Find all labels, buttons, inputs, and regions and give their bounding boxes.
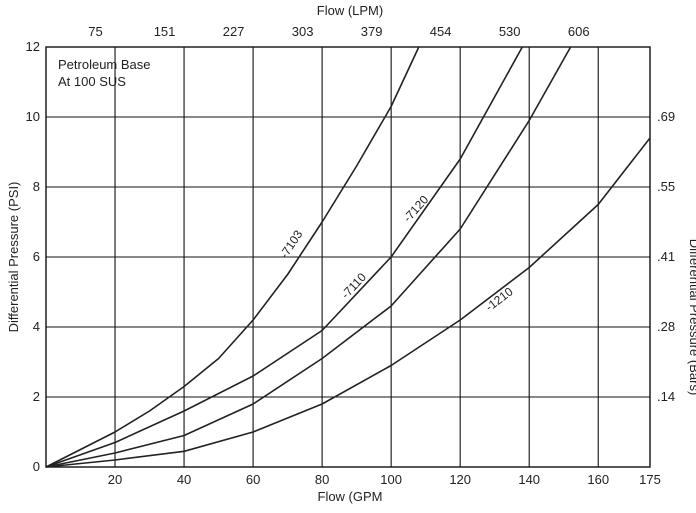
y2-tick-label: .41	[657, 249, 675, 264]
x-tick-label: 120	[449, 472, 471, 487]
y-tick-label: 2	[33, 389, 40, 404]
labels-layer: 20 40 60 80 100 120 140 160 175 0 2 4 6 8 10 12 75 151 227…	[6, 3, 696, 504]
x2-tick-label: 75	[88, 24, 102, 39]
y-tick-label: 6	[33, 249, 40, 264]
x2-axis-title: Flow (LPM)	[317, 3, 383, 18]
series-line	[45, 46, 420, 468]
annotation-line: Petroleum Base	[58, 57, 151, 72]
x-axis-title: Flow (GPM	[318, 489, 383, 504]
series-line	[45, 137, 651, 468]
x-tick-label: 40	[177, 472, 191, 487]
y-tick-label: 12	[26, 39, 40, 54]
x2-tick-label: 227	[223, 24, 245, 39]
series-layer	[45, 46, 651, 468]
x-tick-label: 160	[587, 472, 609, 487]
series-line	[45, 46, 523, 468]
series-label: -7103	[277, 227, 306, 261]
y-axis-title: Differential Pressure (PSI)	[6, 182, 21, 333]
x2-tick-label: 303	[292, 24, 314, 39]
annotation-line: At 100 SUS	[58, 74, 126, 89]
x-tick-label: 175	[639, 472, 661, 487]
y2-tick-label: .69	[657, 109, 675, 124]
series-label: -7120	[400, 192, 431, 224]
x-tick-label: 80	[315, 472, 329, 487]
x-tick-label: 100	[380, 472, 402, 487]
grid	[45, 46, 651, 468]
x2-tick-label: 530	[499, 24, 521, 39]
series-line	[45, 46, 572, 468]
y-tick-label: 10	[26, 109, 40, 124]
y2-tick-label: .14	[657, 389, 675, 404]
x2-tick-label: 606	[568, 24, 590, 39]
y-tick-label: 4	[33, 319, 40, 334]
x-tick-label: 140	[518, 472, 540, 487]
series-label: -1210	[483, 284, 516, 314]
x2-tick-label: 454	[430, 24, 452, 39]
x2-tick-label: 379	[361, 24, 383, 39]
y-tick-label: 0	[33, 459, 40, 474]
x-tick-label: 20	[108, 472, 122, 487]
y2-tick-label: .28	[657, 319, 675, 334]
y-tick-label: 8	[33, 179, 40, 194]
y2-axis-title: Differential Pressure (Bars)	[687, 239, 696, 396]
x-tick-label: 60	[246, 472, 260, 487]
y2-tick-label: .55	[657, 179, 675, 194]
x2-tick-label: 151	[154, 24, 176, 39]
